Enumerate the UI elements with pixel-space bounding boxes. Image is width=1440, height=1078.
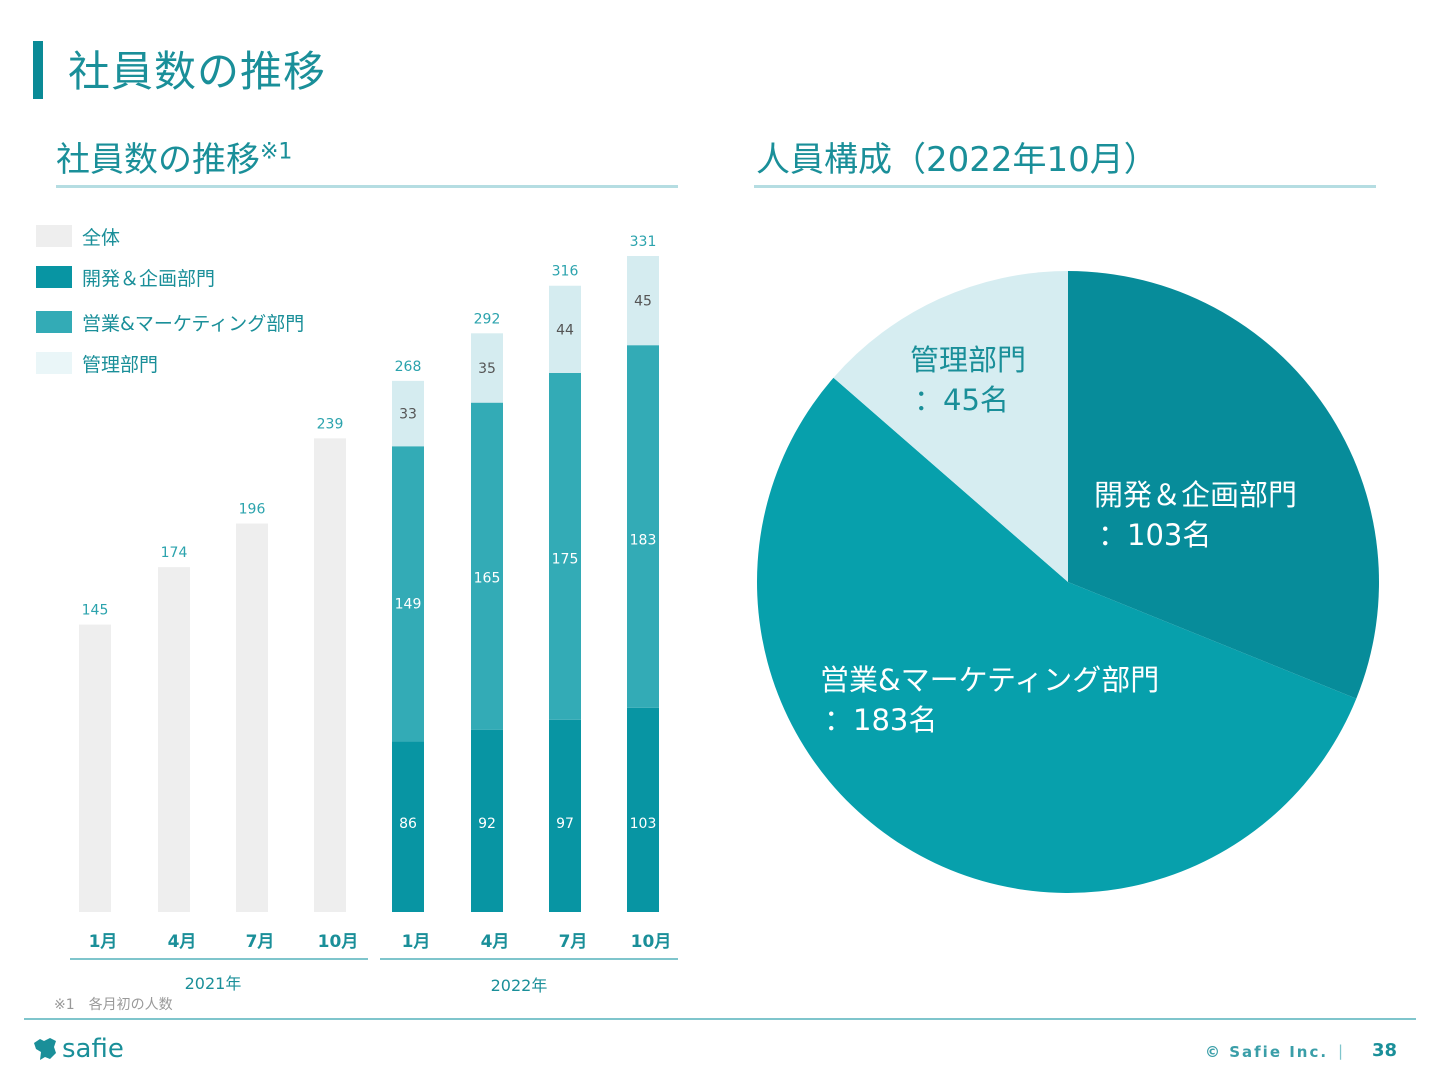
safie-logo: safie xyxy=(32,1034,124,1064)
legend-label-admin: 管理部門 xyxy=(82,353,159,376)
bar-segment-label-sales: 149 xyxy=(395,597,422,613)
safie-logo-icon xyxy=(34,1038,56,1060)
group-label-2022: 2022年 xyxy=(491,976,548,995)
pie-chart-title: 人員構成（2022年10月） xyxy=(756,140,1158,180)
footnote: ※1 各月初の人数 xyxy=(54,997,173,1013)
x-tick-label: 10月 xyxy=(318,932,359,952)
bar-segment-sales xyxy=(392,446,424,742)
bar-total-label: 145 xyxy=(82,603,109,619)
bar-total-label: 331 xyxy=(630,234,657,250)
pie-label-name-dev: 開発＆企画部門 xyxy=(1094,478,1297,512)
page-title: 社員数の推移 xyxy=(68,47,327,96)
bar-segment-label-admin: 33 xyxy=(399,407,417,423)
legend-item-dev: 開発＆企画部門 xyxy=(36,265,216,290)
bar-segment-sales xyxy=(549,372,581,720)
bar-total-label: 316 xyxy=(552,264,579,280)
bar-segment-label-sales: 183 xyxy=(630,533,657,549)
bar-total xyxy=(158,567,190,912)
pie-slice-dev xyxy=(1068,271,1379,699)
bar-total xyxy=(236,523,268,912)
bar-total-label: 268 xyxy=(395,359,422,375)
x-tick-label: 1月 xyxy=(402,932,431,952)
bar-segment-label-admin: 45 xyxy=(634,294,652,310)
legend-swatch-total xyxy=(36,225,72,247)
copyright: © Safie Inc. xyxy=(1205,1043,1329,1061)
legend-swatch-admin xyxy=(36,352,72,374)
bar-segment-label-dev: 92 xyxy=(478,816,496,832)
bar-segment-sales xyxy=(471,402,503,730)
bar-segment-admin xyxy=(549,285,581,373)
legend-label-dev: 開発＆企画部門 xyxy=(82,267,216,290)
bar-chart-title-note: ※1 xyxy=(260,139,293,165)
bar-chart-title-text: 社員数の推移 xyxy=(56,140,260,180)
bar-total xyxy=(314,438,346,912)
page-separator: | xyxy=(1338,1042,1344,1060)
bar-total xyxy=(79,624,111,912)
bar-chart-title: 社員数の推移※1 xyxy=(56,132,292,181)
bar-segment-admin xyxy=(392,380,424,447)
group-label-2021: 2021年 xyxy=(185,974,242,993)
bar-total-label: 174 xyxy=(161,545,188,561)
pie-label-value-admin: ：45名 xyxy=(914,383,1009,417)
x-tick-label: 4月 xyxy=(168,932,197,952)
bar-segment-dev xyxy=(627,707,659,912)
title-accent-bar xyxy=(33,41,43,99)
bar-segment-admin xyxy=(471,333,503,403)
bar-segment-label-admin: 35 xyxy=(478,361,496,377)
bar-segment-label-sales: 165 xyxy=(474,571,501,587)
pie-label-value-dev: ：103名 xyxy=(1098,518,1211,552)
group-rule-2022 xyxy=(380,958,678,960)
pie-chart-title-rule xyxy=(754,185,1376,188)
legend-item-total: 全体 xyxy=(36,224,121,249)
pie-slice-sales xyxy=(757,377,1357,894)
group-rule-2021 xyxy=(70,958,368,960)
bar-segment-label-sales: 175 xyxy=(552,552,579,568)
legend-label-total: 全体 xyxy=(82,226,121,249)
bar-segment-dev xyxy=(549,719,581,912)
legend-label-sales: 営業&マーケティング部門 xyxy=(82,312,305,335)
legend-item-admin: 管理部門 xyxy=(36,351,159,376)
bar-segment-label-dev: 103 xyxy=(630,816,657,832)
bar-segment-label-dev: 97 xyxy=(556,816,574,832)
bar-segment-dev xyxy=(392,741,424,912)
pie-label-name-admin: 管理部門 xyxy=(910,343,1026,377)
bar-total-label: 292 xyxy=(474,311,501,327)
bar-segment-label-dev: 86 xyxy=(399,816,417,832)
pie-label-value-sales: ：183名 xyxy=(824,703,937,737)
bar-total-label: 239 xyxy=(317,416,344,432)
bar-segment-dev xyxy=(471,729,503,912)
footer-rule xyxy=(24,1018,1416,1020)
x-tick-label: 1月 xyxy=(89,932,118,952)
bar-segment-sales xyxy=(627,345,659,708)
x-tick-label: 7月 xyxy=(559,932,588,952)
legend-item-sales: 営業&マーケティング部門 xyxy=(36,310,305,335)
bar-chart: 145 1月 174 4月 196 7月 239 10月 86 149 33 268 1月 92 165 35… xyxy=(70,234,678,995)
pie-label-name-sales: 営業&マーケティング部門 xyxy=(820,663,1159,697)
bar-segment-label-admin: 44 xyxy=(556,322,574,338)
pie-slice-admin xyxy=(833,271,1068,582)
safie-logo-text: safie xyxy=(62,1034,124,1064)
page-number: 38 xyxy=(1372,1040,1398,1061)
bar-total-label: 196 xyxy=(239,502,266,518)
bar-chart-title-rule xyxy=(56,185,678,188)
x-tick-label: 7月 xyxy=(246,932,275,952)
legend-swatch-dev xyxy=(36,266,72,288)
x-tick-label: 4月 xyxy=(481,932,510,952)
x-tick-label: 10月 xyxy=(631,932,672,952)
legend-swatch-sales xyxy=(36,311,72,333)
bar-segment-admin xyxy=(627,256,659,346)
